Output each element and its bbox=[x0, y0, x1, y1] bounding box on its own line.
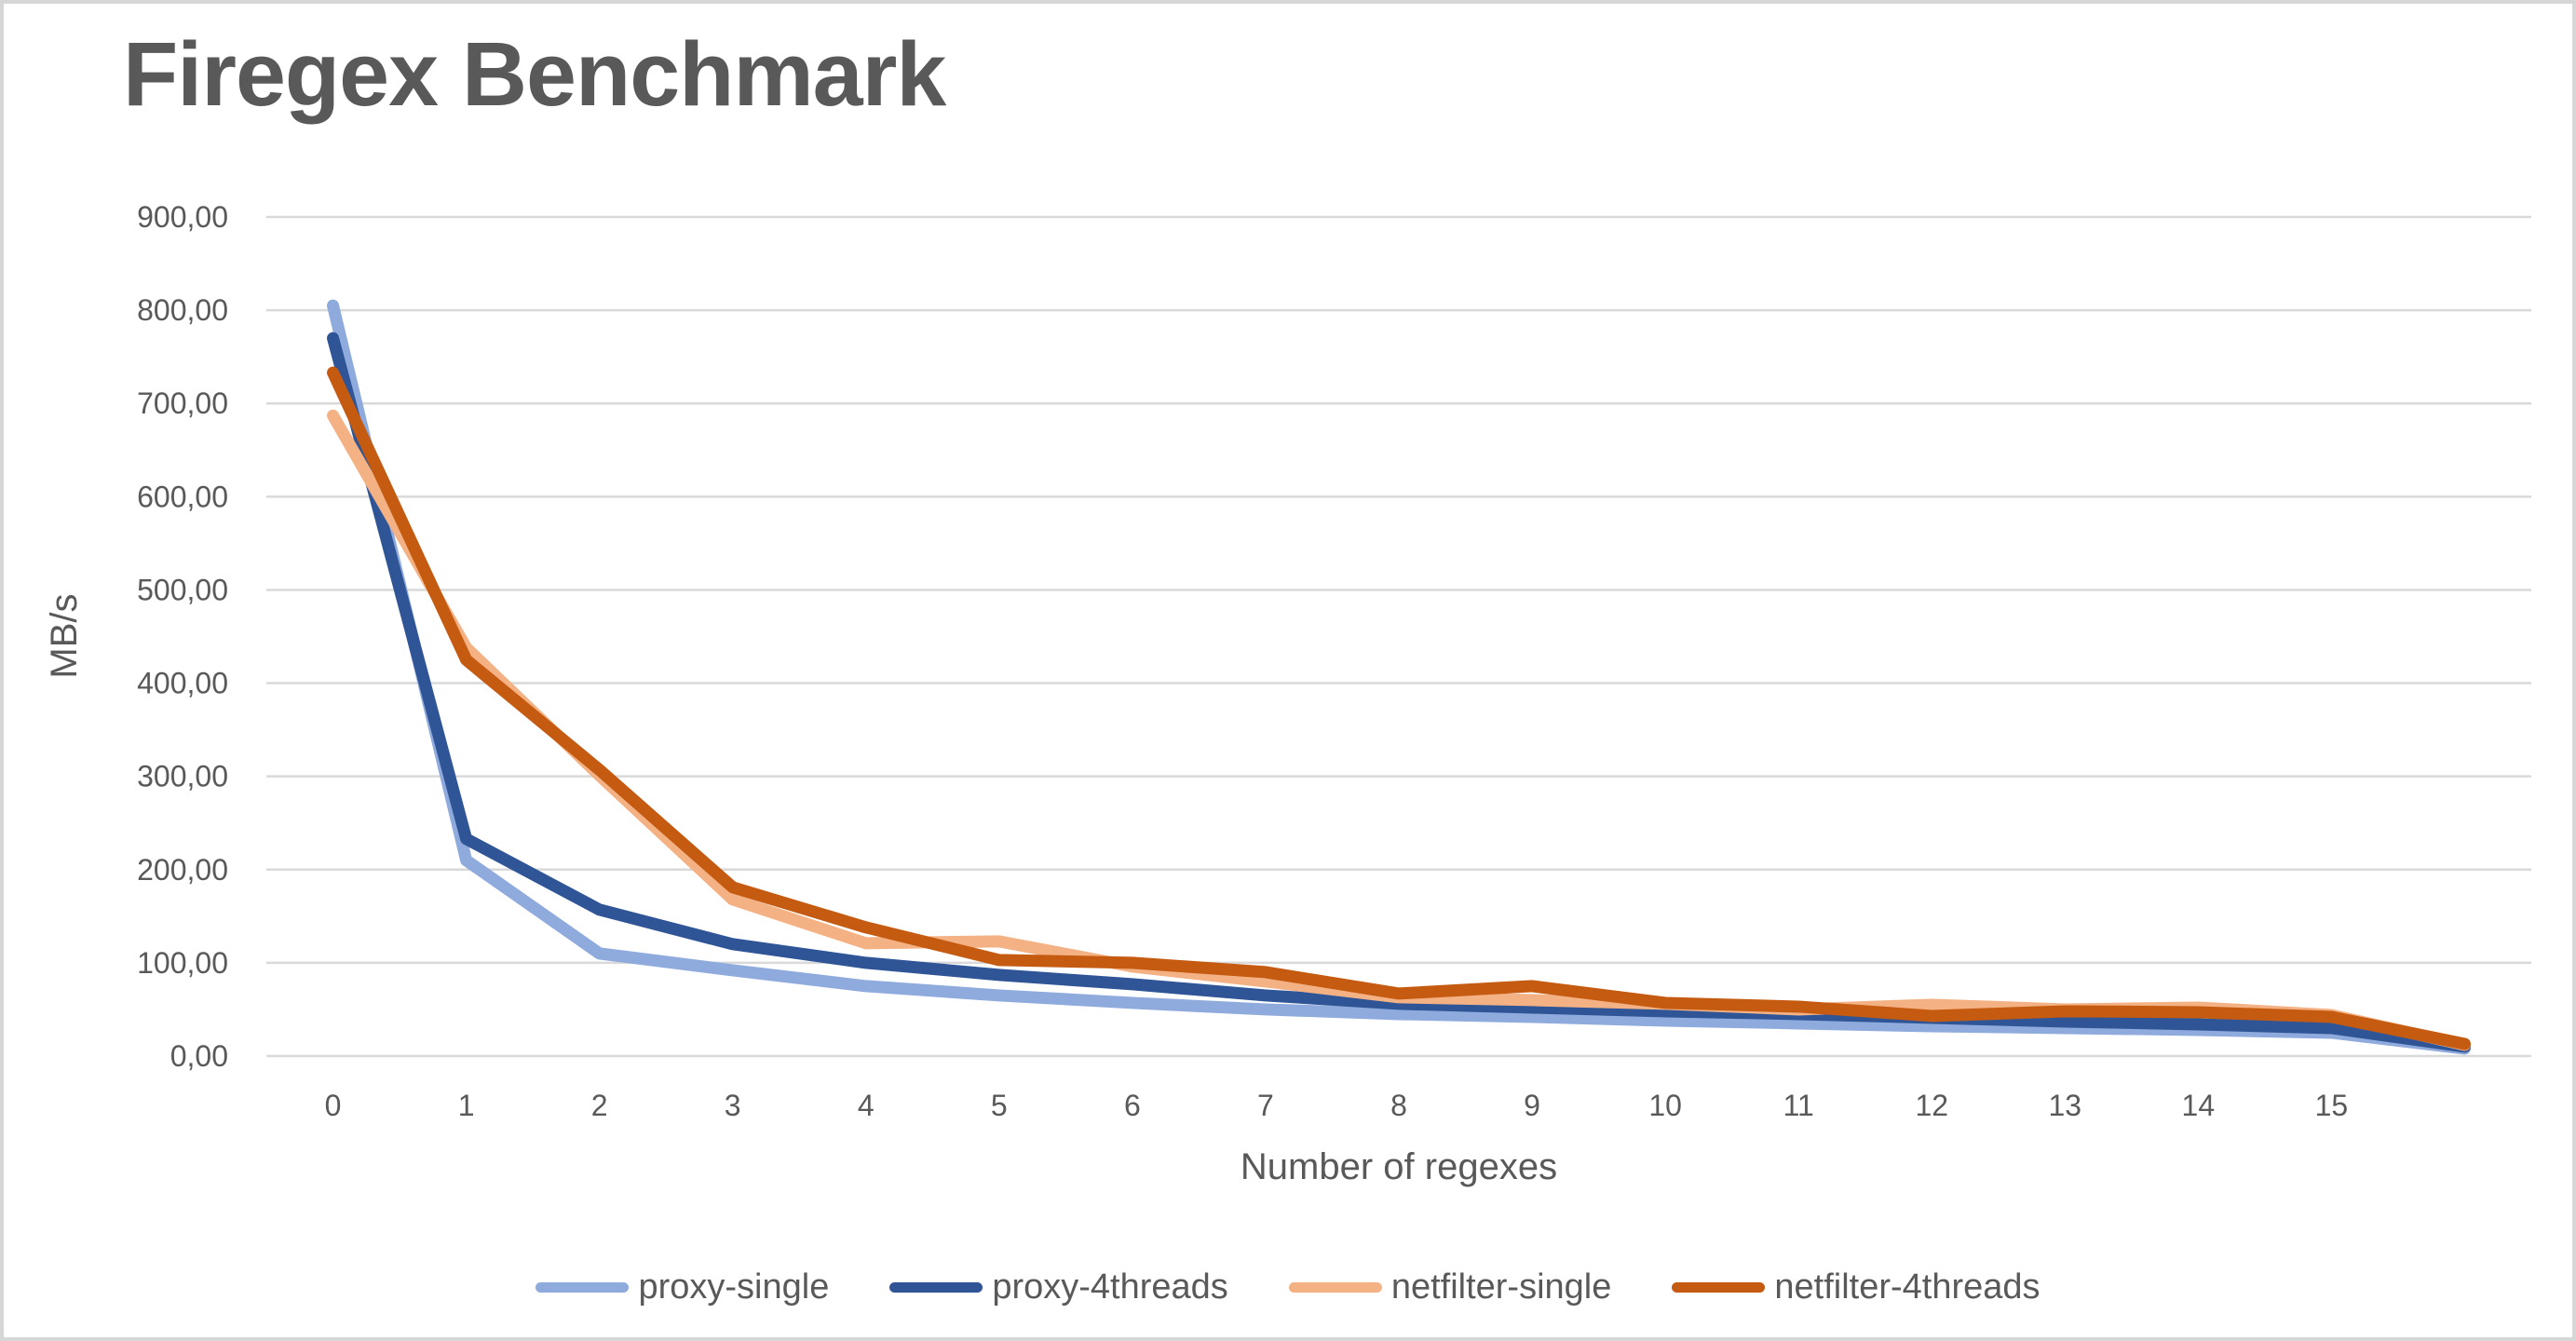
x-tick-5: 5 bbox=[991, 1089, 1008, 1122]
x-tick-6: 6 bbox=[1124, 1089, 1141, 1122]
x-tick-15: 15 bbox=[2315, 1089, 2349, 1122]
y-tick-300: 300,00 bbox=[137, 760, 228, 793]
x-tick-12: 12 bbox=[1915, 1089, 1948, 1122]
x-axis-tick-labels: 0 1 2 3 4 5 6 7 8 9 10 11 12 13 14 15 bbox=[325, 1089, 2349, 1122]
x-tick-7: 7 bbox=[1257, 1089, 1274, 1122]
series-line-proxy-4threads bbox=[327, 332, 2471, 1053]
y-tick-500: 500,00 bbox=[137, 573, 228, 606]
series-line-netfilter-single bbox=[327, 409, 2471, 1051]
legend-item-netfilter-4threads: netfilter-4threads bbox=[1672, 1267, 2040, 1307]
data-series-lines bbox=[327, 299, 2471, 1055]
x-tick-10: 10 bbox=[1648, 1089, 1682, 1122]
y-axis-tick-labels: 0,00 100,00 200,00 300,00 400,00 500,00 600,00… bbox=[137, 200, 228, 1073]
x-tick-9: 9 bbox=[1524, 1089, 1540, 1122]
x-tick-4: 4 bbox=[858, 1089, 874, 1122]
line-chart: 0,00 100,00 200,00 300,00 400,00 500,00 600,00… bbox=[44, 200, 2531, 1187]
y-tick-400: 400,00 bbox=[137, 667, 228, 700]
legend-label-proxy-single: proxy-single bbox=[638, 1266, 830, 1307]
legend-label-netfilter-4threads: netfilter-4threads bbox=[1774, 1266, 2040, 1307]
legend-item-proxy-single: proxy-single bbox=[536, 1267, 829, 1307]
y-tick-100: 100,00 bbox=[137, 946, 228, 980]
chart-title: Firegex Benchmark bbox=[123, 23, 946, 125]
x-tick-3: 3 bbox=[725, 1089, 741, 1122]
series-line-netfilter-4threads bbox=[327, 366, 2471, 1050]
x-tick-1: 1 bbox=[458, 1089, 475, 1122]
legend-swatch-proxy-single bbox=[536, 1281, 630, 1293]
gridlines bbox=[266, 215, 2531, 1058]
x-tick-2: 2 bbox=[591, 1089, 608, 1122]
legend-swatch-netfilter-4threads bbox=[1672, 1281, 1766, 1293]
y-tick-600: 600,00 bbox=[137, 480, 228, 513]
y-tick-700: 700,00 bbox=[137, 386, 228, 420]
y-tick-900: 900,00 bbox=[137, 200, 228, 234]
y-axis-title: MB/s bbox=[44, 593, 85, 678]
y-tick-200: 200,00 bbox=[137, 853, 228, 887]
x-tick-0: 0 bbox=[325, 1089, 342, 1122]
legend-item-netfilter-single: netfilter-single bbox=[1288, 1266, 1612, 1307]
x-tick-14: 14 bbox=[2182, 1089, 2216, 1122]
legend-swatch-proxy-4threads bbox=[889, 1281, 983, 1293]
legend-label-proxy-4threads: proxy-4threads bbox=[992, 1266, 1228, 1307]
x-tick-13: 13 bbox=[2048, 1089, 2081, 1122]
x-tick-8: 8 bbox=[1390, 1089, 1407, 1122]
y-tick-0: 0,00 bbox=[170, 1039, 228, 1073]
legend-swatch-netfilter-single bbox=[1288, 1281, 1382, 1293]
x-tick-11: 11 bbox=[1783, 1089, 1814, 1122]
y-tick-800: 800,00 bbox=[137, 293, 228, 327]
series-line-proxy-single bbox=[327, 299, 2471, 1055]
x-axis-title: Number of regexes bbox=[1241, 1146, 1557, 1187]
legend-item-proxy-4threads: proxy-4threads bbox=[889, 1266, 1228, 1307]
legend-label-netfilter-single: netfilter-single bbox=[1390, 1266, 1612, 1307]
chart-legend: proxy-single proxy-4threads netfilter-sing… bbox=[4, 1263, 2572, 1311]
